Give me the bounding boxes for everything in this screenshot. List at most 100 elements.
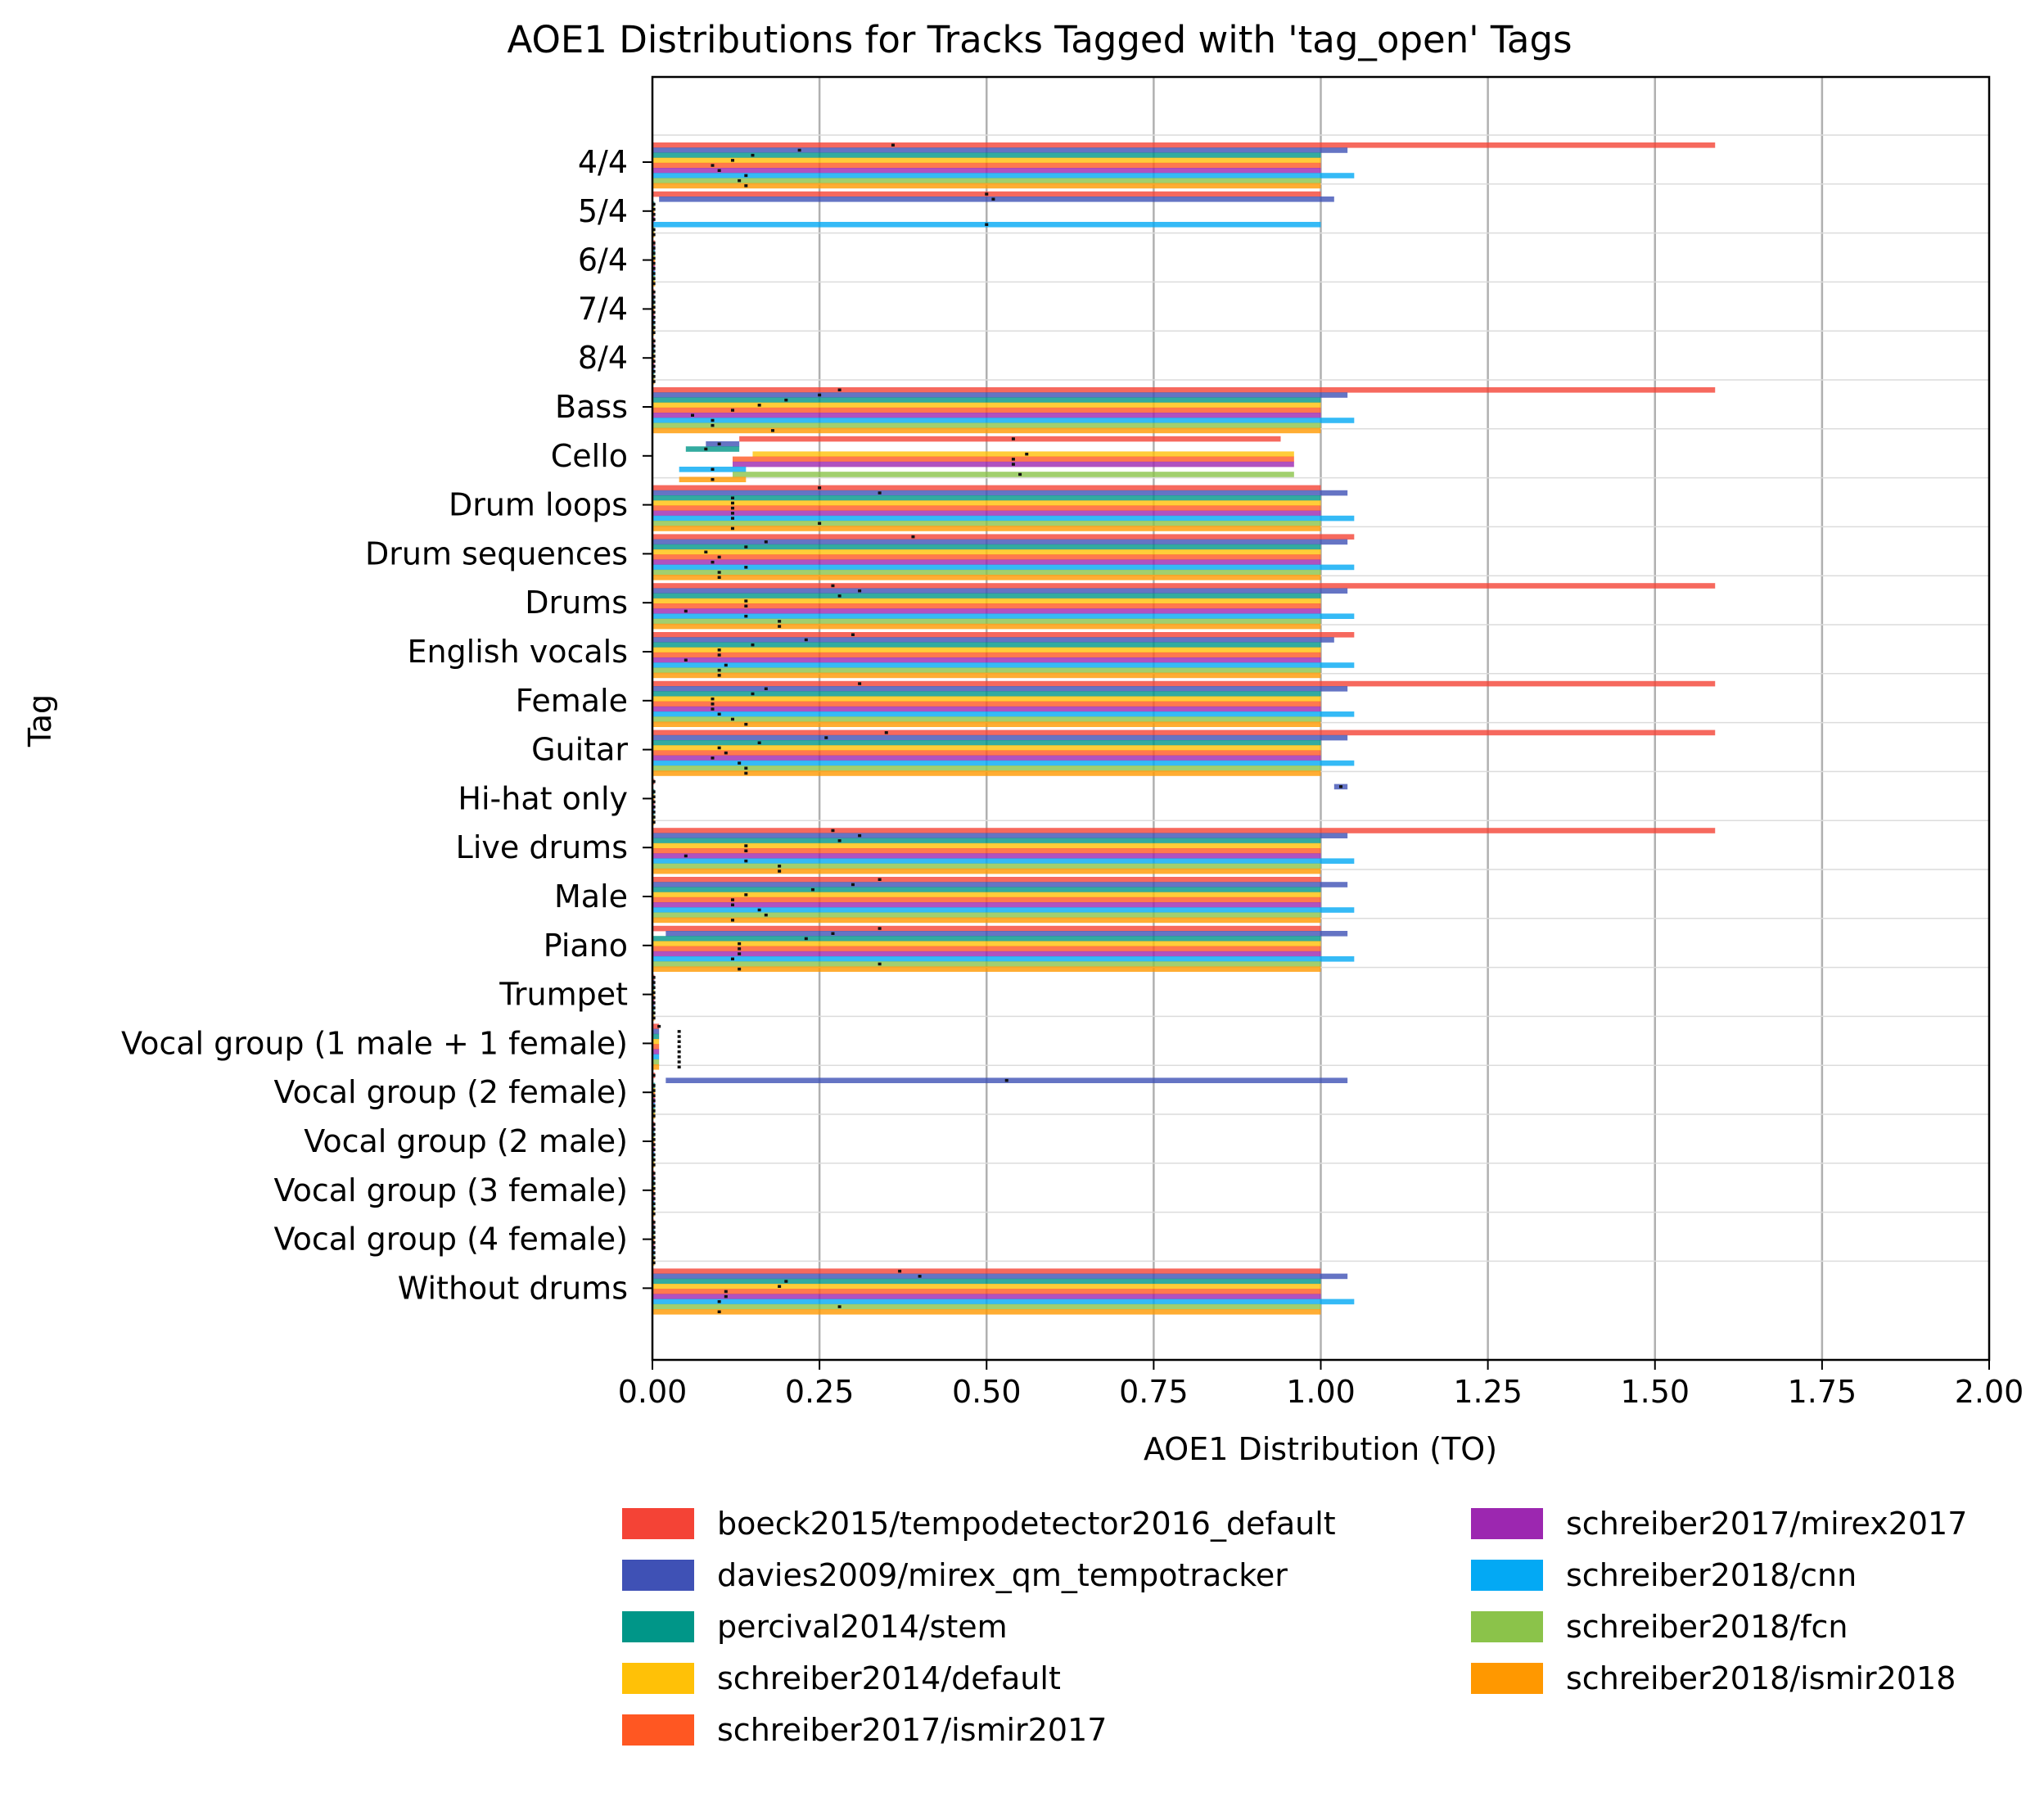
median-marker — [837, 388, 842, 391]
distribution-bar — [652, 559, 1321, 565]
distribution-bar — [652, 490, 1348, 496]
legend-swatch — [1471, 1560, 1543, 1591]
median-marker — [778, 1285, 782, 1288]
median-marker — [891, 143, 895, 147]
distribution-bar — [666, 931, 1348, 937]
distribution-bar — [652, 603, 1321, 609]
median-marker — [717, 648, 721, 652]
distribution-bar — [652, 521, 1321, 526]
median-marker — [652, 800, 656, 804]
distribution-bar — [652, 618, 1321, 625]
median-marker — [744, 614, 748, 618]
distribution-bar — [652, 740, 1321, 746]
distribution-bar — [652, 902, 1321, 908]
median-marker — [652, 1235, 656, 1240]
distribution-bar — [652, 608, 1321, 614]
distribution-bar — [652, 1284, 1321, 1289]
median-marker — [711, 702, 715, 706]
distribution-bar — [652, 168, 1321, 174]
median-marker — [652, 375, 656, 378]
distribution-bar — [652, 402, 1321, 409]
legend-swatch — [1471, 1508, 1543, 1539]
legend-item: schreiber2017/mirex2017 — [1471, 1505, 1967, 1542]
distribution-bar — [652, 755, 1321, 761]
distribution-bar — [652, 1268, 1321, 1274]
distribution-bar — [652, 1039, 660, 1045]
distribution-bar — [652, 588, 1348, 594]
median-marker — [690, 413, 694, 417]
x-tick-label: 1.50 — [1620, 1374, 1690, 1410]
median-marker — [724, 751, 728, 755]
distribution-bar — [652, 632, 1355, 638]
legend-label: schreiber2017/mirex2017 — [1566, 1506, 1968, 1542]
median-marker — [1004, 1078, 1008, 1082]
median-marker — [652, 1084, 656, 1087]
median-marker — [1011, 458, 1015, 461]
distribution-bar — [652, 147, 1348, 153]
median-marker — [778, 620, 782, 623]
distribution-bar — [652, 729, 1716, 736]
median-marker — [738, 942, 742, 946]
median-marker — [652, 1251, 656, 1254]
x-axis-ticks: 0.00 0.25 0.50 0.75 1.00 1.25 1.50 1.75 2.00 — [618, 1360, 2024, 1410]
x-tick-label: 1.75 — [1788, 1374, 1857, 1410]
median-marker — [858, 833, 862, 838]
median-marker — [837, 594, 842, 598]
distribution-bar — [652, 1294, 1321, 1299]
median-marker — [757, 908, 761, 912]
median-marker — [757, 404, 761, 407]
median-marker — [851, 883, 855, 887]
y-tick-label: Drums — [525, 585, 628, 621]
distribution-bar — [652, 505, 1321, 511]
median-marker — [684, 658, 688, 662]
median-marker — [1025, 452, 1029, 456]
median-marker — [730, 517, 734, 520]
distribution-bar — [652, 696, 1321, 702]
distribution-bar — [652, 413, 1321, 418]
x-tick-label: 1.00 — [1286, 1374, 1356, 1410]
x-tick-label: 0.50 — [952, 1374, 1022, 1410]
y-tick-label: 6/4 — [578, 242, 628, 278]
distribution-bar — [652, 892, 1321, 898]
median-marker — [738, 952, 742, 955]
distribution-bar — [752, 451, 1294, 457]
median-marker — [652, 811, 656, 814]
median-marker — [711, 697, 715, 701]
y-tick-label: Live drums — [456, 829, 628, 865]
x-tick-label: 1.25 — [1453, 1374, 1523, 1410]
median-marker — [652, 1001, 656, 1005]
distribution-bar — [652, 1273, 1348, 1280]
median-marker — [730, 717, 734, 721]
median-marker — [652, 331, 656, 334]
median-marker — [711, 467, 715, 471]
legend-item: schreiber2018/ismir2018 — [1471, 1660, 1956, 1697]
distribution-bar — [652, 162, 1321, 169]
median-marker — [717, 1310, 721, 1313]
y-tick-label: Cello — [551, 438, 628, 474]
median-marker — [818, 393, 822, 397]
median-marker — [711, 423, 715, 427]
median-marker — [677, 1060, 681, 1064]
distribution-bar — [652, 183, 1321, 189]
distribution-bar — [652, 485, 1321, 491]
distribution-bar — [652, 1064, 660, 1070]
median-marker — [652, 1099, 656, 1103]
median-marker — [652, 1221, 656, 1224]
legend-label: percival2014/stem — [717, 1609, 1008, 1645]
distribution-bar — [652, 691, 1321, 697]
distribution-bar — [732, 472, 1294, 477]
distribution-bar — [652, 1309, 1321, 1315]
legend-swatch — [1471, 1663, 1543, 1694]
y-axis-ticks: 4/4 5/4 6/4 7/4 8/4 Bass Cello Drum loops Drum s… — [121, 144, 652, 1306]
distribution-bar — [652, 1054, 660, 1060]
distribution-bar — [652, 766, 1321, 771]
median-marker — [831, 932, 835, 935]
median-marker — [744, 849, 748, 852]
distribution-bar — [652, 157, 1321, 164]
median-marker — [744, 184, 748, 187]
median-marker — [717, 571, 721, 574]
median-marker — [677, 1040, 681, 1043]
median-marker — [784, 398, 788, 402]
distribution-bar — [652, 745, 1321, 751]
